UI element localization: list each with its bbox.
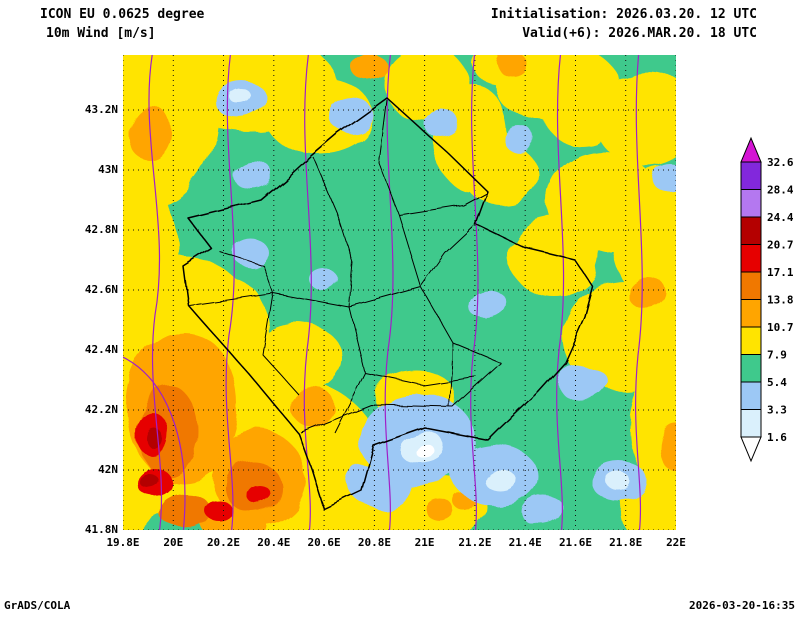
lat-tick-label: 41.8N [84, 523, 118, 536]
colorbar-tick-label: 10.7 [767, 321, 794, 334]
wind-speed-map [123, 55, 676, 530]
wind-speed-field [123, 55, 676, 530]
wind-speed-blob [483, 468, 515, 490]
grid-lines [123, 55, 676, 530]
wind-speed-blob [560, 367, 610, 403]
colorbar-segment [740, 161, 762, 190]
wind-speed-blob [545, 85, 617, 145]
wind-speed-blob [291, 387, 335, 427]
colorbar-tick-label: 13.8 [767, 294, 794, 307]
lon-tick-label: 20.2E [206, 536, 241, 549]
wind-speed-blob [505, 128, 537, 154]
wind-speed-blob [416, 445, 436, 459]
wind-speed-blob [329, 97, 373, 133]
init-time: Initialisation: 2026.03.20. 12 UTC [490, 7, 757, 22]
wind-speed-blob [427, 500, 455, 522]
field-title: 10m Wind [m/s] [46, 26, 156, 41]
creation-timestamp: 2026-03-20-16:35 [689, 599, 795, 612]
colorbar-tick-label: 1.6 [767, 431, 787, 444]
wind-speed-blob [311, 270, 339, 292]
colorbar-tick-label: 3.3 [767, 404, 787, 417]
wind-speed-blob [496, 55, 526, 75]
lat-tick-label: 43N [98, 163, 118, 176]
colorbar-tick-label: 5.4 [767, 376, 787, 389]
lat-tick-label: 42.8N [84, 223, 118, 236]
wind-speed-blob [509, 217, 601, 297]
lat-tick-label: 43.2N [84, 103, 118, 116]
lon-tick-label: 20.6E [307, 536, 341, 549]
kosovo-borders [182, 97, 594, 510]
colorbar-segment [740, 381, 762, 410]
lon-tick-label: 21.8E [609, 536, 643, 549]
colorbar-segment [740, 409, 762, 438]
colorbar-segment [740, 326, 762, 355]
lat-tick-label: 42.6N [84, 283, 118, 296]
colorbar-bottom-arrow [740, 436, 762, 463]
lon-tick-label: 20.8E [357, 536, 391, 549]
colorbar-tick-label: 20.7 [767, 239, 794, 252]
lon-tick-label: 21.2E [458, 536, 492, 549]
wind-speed-blob [351, 55, 387, 81]
district-border [420, 224, 476, 288]
wind-speed-blob [263, 77, 373, 153]
wind-speed-blob [463, 145, 539, 205]
wind-speed-blob [627, 277, 667, 309]
colorbar-segment [740, 271, 762, 300]
lat-tick-label: 42.4N [84, 343, 118, 356]
colorbar-segment [740, 216, 762, 245]
lon-tick-label: 22E [666, 536, 686, 549]
colorbar-top-arrow [740, 136, 762, 163]
valid-time: Valid(+6): 2026.MAR.20. 18 UTC [522, 26, 757, 41]
lon-tick-label: 20E [163, 536, 184, 549]
district-border [218, 250, 274, 294]
wind-speed-blob [230, 89, 252, 105]
wind-speed-blob [233, 239, 269, 267]
colorbar-segment [740, 354, 762, 383]
lon-tick-label: 21.6E [558, 536, 593, 549]
wind-speed-blob [205, 501, 233, 521]
lat-tick-label: 42N [98, 463, 118, 476]
colorbar-tick-label: 24.4 [767, 211, 794, 224]
district-border [448, 342, 454, 408]
wind-speed-blob [593, 69, 676, 165]
wind-speed-blob [563, 281, 676, 393]
district-border [188, 286, 422, 308]
colorbar-tick-label: 7.9 [767, 349, 787, 362]
wind-speed-blob [126, 103, 170, 159]
wind-speed-blob [247, 485, 271, 505]
colorbar-tick-label: 32.6 [767, 156, 794, 169]
wind-speed-blob [425, 111, 461, 139]
wind-speed-blob [521, 495, 565, 527]
lon-tick-label: 19.8E [106, 536, 140, 549]
model-title: ICON EU 0.0625 degree [40, 7, 205, 22]
wind-speed-blob [235, 162, 275, 192]
colorbar-segment [740, 189, 762, 218]
wind-speed-blob [651, 163, 676, 191]
wind-speed-blob [659, 423, 676, 471]
district-border [300, 362, 502, 434]
lon-tick-label: 21E [414, 536, 435, 549]
wind-speed-blob [137, 472, 157, 486]
wind-speed-blob [468, 290, 508, 320]
purple-contour-lines [123, 55, 643, 530]
wind-speed-blob [608, 474, 632, 492]
district-border [262, 292, 300, 396]
grads-credit: GrADS/COLA [4, 599, 71, 612]
wind-speed-blob [249, 321, 341, 393]
wind-speed-blob [349, 463, 409, 507]
country-border [182, 97, 594, 510]
district-border [312, 156, 354, 308]
lon-tick-label: 21.4E [508, 536, 542, 549]
colorbar: 32.6 28.4 24.4 20.7 17.1 13.8 10.7 7.9 5.4 3.3 1.6 [740, 136, 794, 463]
district-border [364, 372, 476, 386]
colorbar-segment [740, 299, 762, 328]
lat-tick-label: 42.2N [84, 403, 118, 416]
colorbar-tick-label: 17.1 [767, 266, 794, 279]
lon-tick-label: 20.4E [257, 536, 291, 549]
district-border [378, 99, 422, 288]
district-border [398, 191, 488, 216]
colorbar-tick-label: 28.4 [767, 184, 794, 197]
colorbar-segment [740, 244, 762, 273]
